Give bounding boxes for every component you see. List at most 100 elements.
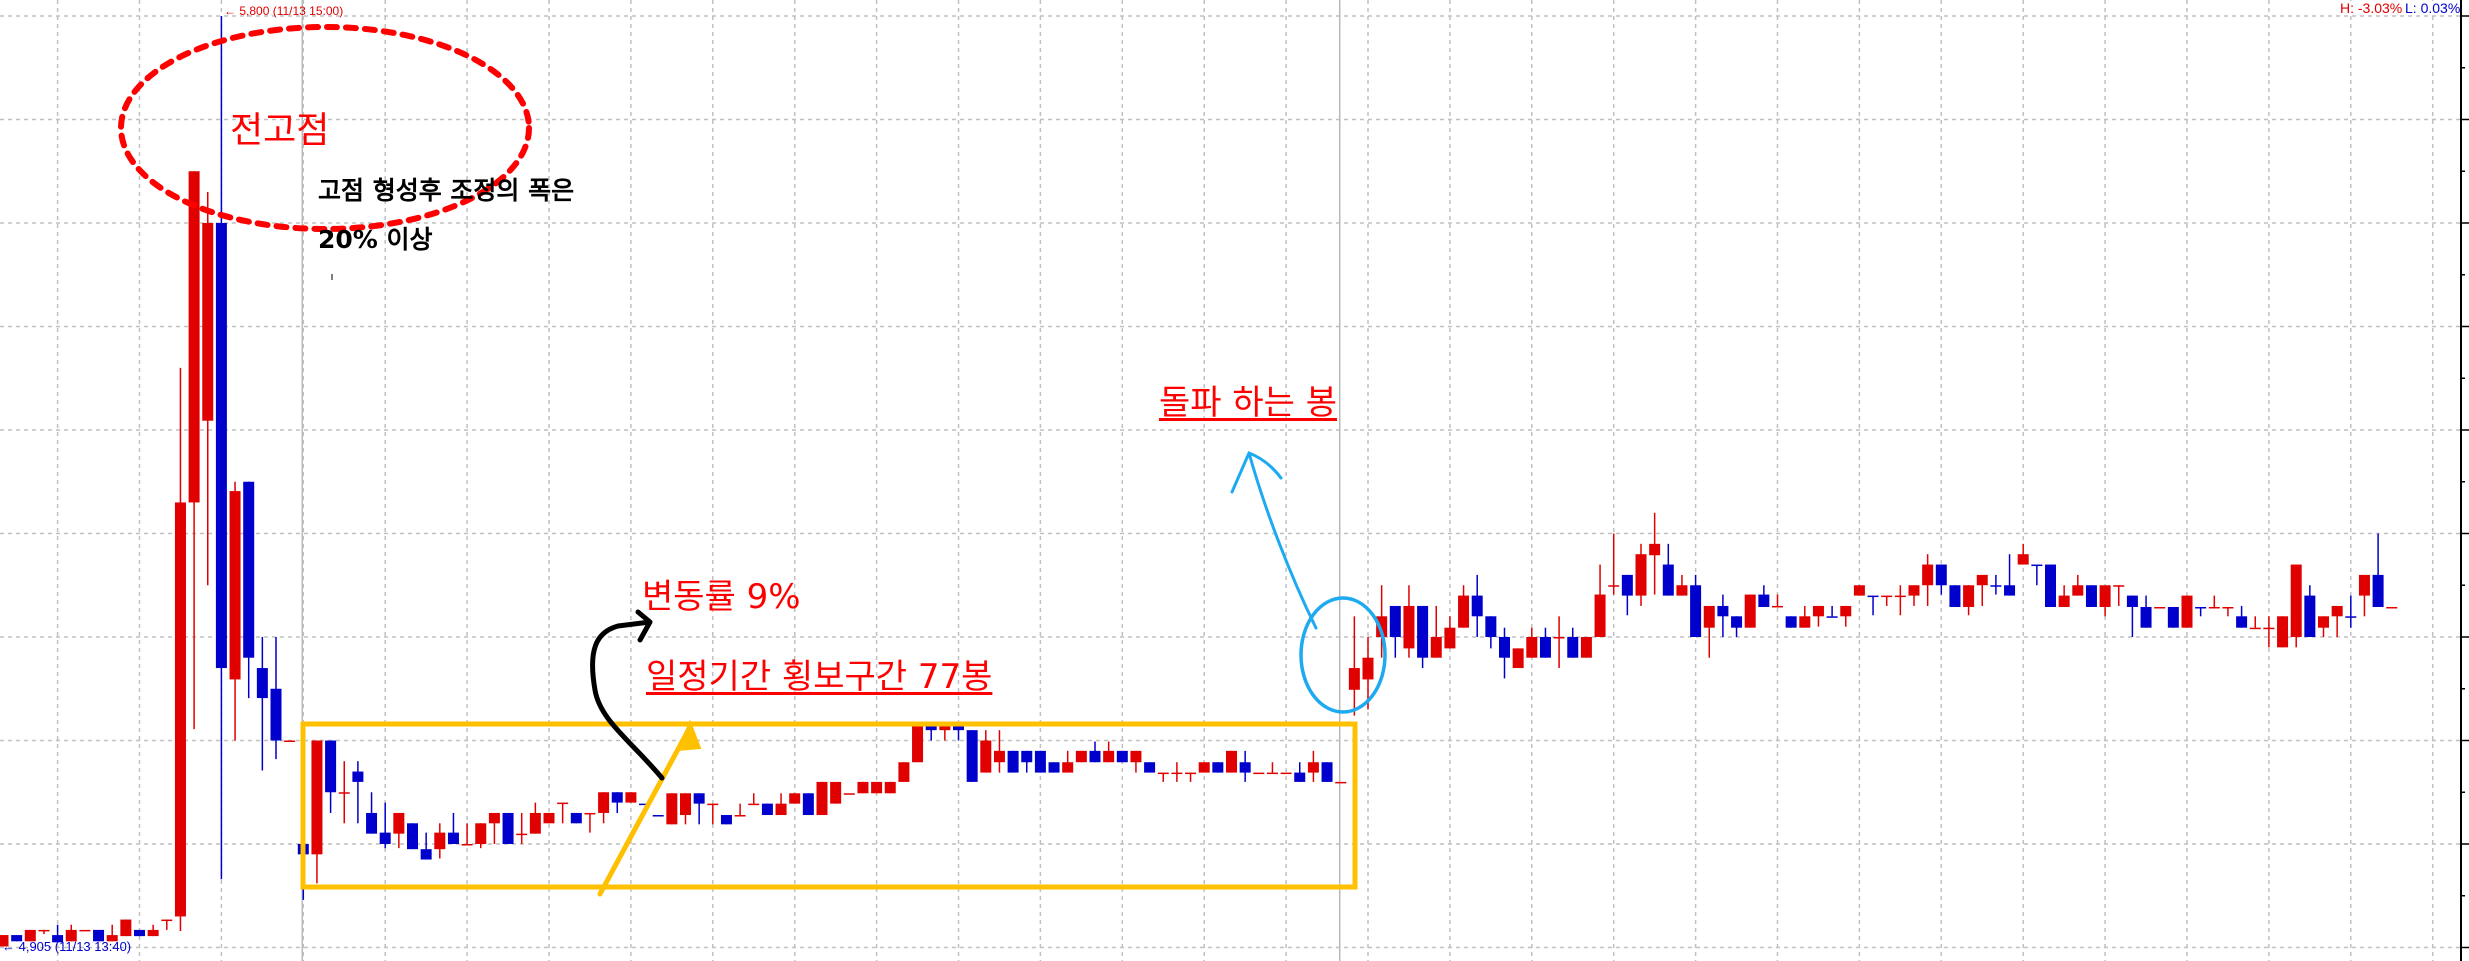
candle (939, 723, 951, 741)
candle-body (693, 793, 705, 804)
candle-body (1007, 750, 1019, 773)
candle-body (1430, 637, 1442, 658)
candle (352, 761, 364, 824)
candle (1430, 605, 1442, 658)
candle-body (2099, 585, 2111, 607)
candle-body (502, 812, 514, 844)
candle (1731, 616, 1743, 637)
candle (256, 637, 268, 771)
candle-body (338, 792, 350, 794)
candle-body (488, 812, 500, 824)
candle-body (1526, 637, 1538, 658)
candle (1403, 585, 1415, 658)
annotation-drawings (118, 24, 1387, 897)
candle-body (461, 844, 473, 846)
candle-body (174, 502, 186, 917)
candle (1335, 781, 1347, 784)
candle (202, 191, 214, 586)
candle (516, 812, 528, 844)
candle-body (570, 812, 582, 824)
candle-body (1485, 616, 1497, 637)
candle-body (1812, 605, 1824, 617)
candle-body (1444, 627, 1456, 649)
candle (529, 802, 541, 834)
candle-body (2154, 606, 2166, 609)
candle-body (243, 481, 255, 658)
candle (1949, 585, 1961, 607)
candle (11, 935, 23, 942)
candle (2208, 595, 2220, 609)
candle-body (202, 223, 214, 421)
candle (1922, 554, 1934, 606)
candle (1526, 627, 1538, 658)
candle (1075, 750, 1087, 763)
candle (2236, 605, 2248, 628)
candle-body (1294, 772, 1306, 782)
candle (652, 815, 664, 817)
candle-body (516, 833, 528, 836)
volatility-note: 변동률 9% (642, 577, 801, 617)
candle (2085, 585, 2097, 607)
candle (2345, 595, 2357, 628)
candle-body (284, 740, 296, 742)
candle-body (2140, 606, 2152, 628)
candle (557, 802, 569, 824)
candle-body (2045, 564, 2056, 607)
candle-body (134, 929, 145, 937)
candle-body (434, 832, 446, 850)
candle-body (1226, 750, 1237, 773)
candle-body (2195, 606, 2207, 609)
candle-body (1417, 605, 1429, 658)
candle-body (1772, 605, 1783, 608)
candle-body (1103, 750, 1115, 763)
candle-body (1690, 585, 1702, 637)
candle-body (857, 781, 869, 794)
candle (1253, 772, 1265, 775)
candle (1294, 762, 1306, 782)
candle (1867, 595, 1879, 616)
candle-body (1935, 564, 1947, 586)
candle-body (1539, 637, 1551, 658)
candle (584, 812, 596, 833)
candle-body (1198, 762, 1210, 773)
candle-body (1894, 595, 1906, 598)
breakout-note: 돌파 하는 봉 (1159, 383, 1338, 423)
candle (379, 802, 391, 849)
candle-body (407, 823, 418, 850)
candle-body (966, 730, 978, 782)
candle (680, 793, 691, 825)
candle (1812, 605, 1824, 627)
candle-body (2181, 595, 2193, 628)
candle (1512, 648, 1524, 669)
candle-body (188, 171, 200, 503)
candle-body (393, 812, 405, 834)
candle-body (65, 929, 77, 942)
candle-body (939, 723, 951, 731)
candle-body (652, 815, 664, 817)
candle-body (270, 688, 282, 741)
candle-body (1976, 574, 1988, 586)
candle (407, 823, 418, 850)
candle (1444, 616, 1456, 649)
candle-body (775, 803, 787, 816)
candle (1171, 762, 1183, 782)
candle-body (475, 823, 487, 844)
candle (666, 793, 678, 825)
min-price-label: ← 4,905 (11/13 13:40) (2, 939, 132, 954)
candle-body (1499, 637, 1510, 658)
candle-body (2004, 585, 2016, 596)
candle (174, 367, 186, 931)
candle-body (707, 803, 719, 806)
candle-body (24, 929, 36, 942)
candle-body (1130, 750, 1142, 763)
candle-body (1990, 585, 2002, 587)
candle-body (379, 832, 391, 844)
candle-body (1840, 605, 1852, 617)
candle (1185, 772, 1197, 782)
candle-body (1731, 616, 1743, 628)
candle (65, 924, 77, 942)
candle-body (1853, 585, 1865, 596)
candle-body (2126, 595, 2138, 607)
candle-body (1458, 595, 1470, 628)
candle-body (2318, 616, 2329, 628)
